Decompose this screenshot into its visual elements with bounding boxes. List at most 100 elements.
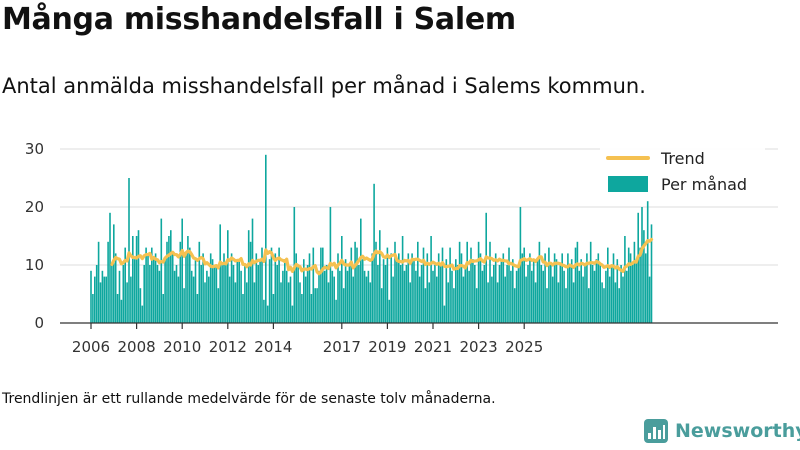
bar-271 (605, 270, 607, 323)
bar-9 (107, 241, 109, 323)
bar-45 (175, 265, 178, 323)
bar-104 (287, 282, 290, 323)
bar-10 (109, 212, 111, 323)
bar-125 (327, 282, 330, 323)
bar-196 (462, 276, 465, 323)
bar-22 (132, 236, 134, 323)
bar-163 (399, 265, 402, 323)
bar-237 (540, 265, 543, 323)
bar-53 (190, 270, 193, 323)
bar-152 (379, 230, 381, 323)
x-tick-label-2014: 2014 (254, 338, 292, 356)
bar-169 (411, 253, 413, 323)
bar-81 (244, 265, 246, 323)
bar-23 (133, 259, 136, 323)
bar-263 (589, 241, 592, 323)
bar-121 (320, 247, 322, 323)
bar-192 (455, 259, 457, 323)
bar-262 (588, 288, 590, 323)
bar-86 (253, 282, 256, 323)
bar-190 (451, 270, 453, 323)
bar-24 (135, 236, 138, 323)
bar-68 (219, 224, 221, 323)
bar-98 (276, 265, 278, 323)
y-tick-label-0: 0 (34, 314, 44, 332)
bar-274 (610, 265, 613, 323)
bar-132 (341, 236, 343, 323)
x-tick-label-2012: 2012 (209, 338, 247, 356)
bar-72 (227, 230, 229, 323)
bar-222 (512, 259, 514, 323)
bar-8 (105, 276, 107, 323)
bar-227 (521, 253, 524, 323)
bar-193 (456, 265, 459, 323)
bar-186 (443, 305, 446, 323)
bar-18 (124, 247, 126, 323)
bar-197 (464, 265, 467, 323)
bar-206 (481, 270, 484, 323)
bar-48 (181, 218, 183, 323)
bar-150 (375, 241, 377, 323)
bar-279 (620, 265, 622, 323)
bar-191 (453, 288, 455, 323)
bar-268 (599, 265, 601, 323)
bar-89 (259, 259, 261, 323)
bar-273 (608, 276, 611, 323)
bar-200 (470, 247, 472, 323)
bar-140 (356, 247, 358, 323)
bar-228 (523, 247, 525, 323)
bar-60 (204, 282, 206, 323)
bar-111 (301, 294, 303, 323)
bar-251 (567, 253, 569, 323)
bar-70 (223, 253, 225, 323)
bar-55 (194, 259, 197, 323)
bar-110 (299, 282, 301, 323)
bar-153 (380, 288, 383, 323)
bar-167 (407, 253, 410, 323)
bar-91 (263, 299, 265, 323)
bar-162 (398, 253, 400, 323)
bar-14 (116, 294, 119, 323)
bar-232 (531, 270, 533, 323)
bar-178 (428, 282, 430, 323)
x-tick-label-2010: 2010 (163, 338, 201, 356)
bar-245 (555, 259, 558, 323)
bar-chart-logo-icon (644, 419, 668, 443)
bar-71 (225, 265, 227, 323)
bar-254 (572, 282, 575, 323)
y-tick-label-10: 10 (25, 256, 44, 274)
bar-280 (622, 276, 624, 323)
bar-253 (570, 259, 573, 323)
chart-title: Många misshandelsfall i Salem (2, 2, 516, 37)
bar-90 (261, 247, 263, 323)
bar-220 (508, 247, 510, 323)
x-tick-label-2006: 2006 (72, 338, 110, 356)
footnote: Trendlinjen är ett rullande medelvärde f… (2, 391, 496, 407)
bar-249 (563, 270, 565, 323)
bar-160 (394, 241, 396, 323)
bar-287 (635, 259, 638, 323)
x-axis-ticks: 2006 2008 2010 2012 2014 2017 2019 2021 2023 2025 (72, 323, 543, 356)
bar-205 (479, 253, 482, 323)
bar-231 (529, 253, 531, 323)
bar-171 (415, 270, 417, 323)
bar-282 (626, 270, 628, 323)
bar-250 (565, 288, 567, 323)
bar-44 (173, 270, 176, 323)
bar-278 (618, 288, 620, 323)
bar-15 (118, 270, 121, 323)
bar-12 (113, 224, 115, 323)
bar-116 (310, 294, 313, 323)
bar-147 (369, 282, 372, 323)
bar-2 (94, 276, 96, 323)
bar-255 (574, 247, 577, 323)
bar-59 (202, 253, 204, 323)
bar-133 (342, 288, 345, 323)
bar-198 (466, 241, 468, 323)
bar-240 (546, 288, 548, 323)
bar-67 (217, 288, 220, 323)
bar-52 (189, 247, 191, 323)
bar-105 (289, 276, 292, 323)
bar-82 (246, 282, 248, 323)
bar-284 (629, 253, 632, 323)
